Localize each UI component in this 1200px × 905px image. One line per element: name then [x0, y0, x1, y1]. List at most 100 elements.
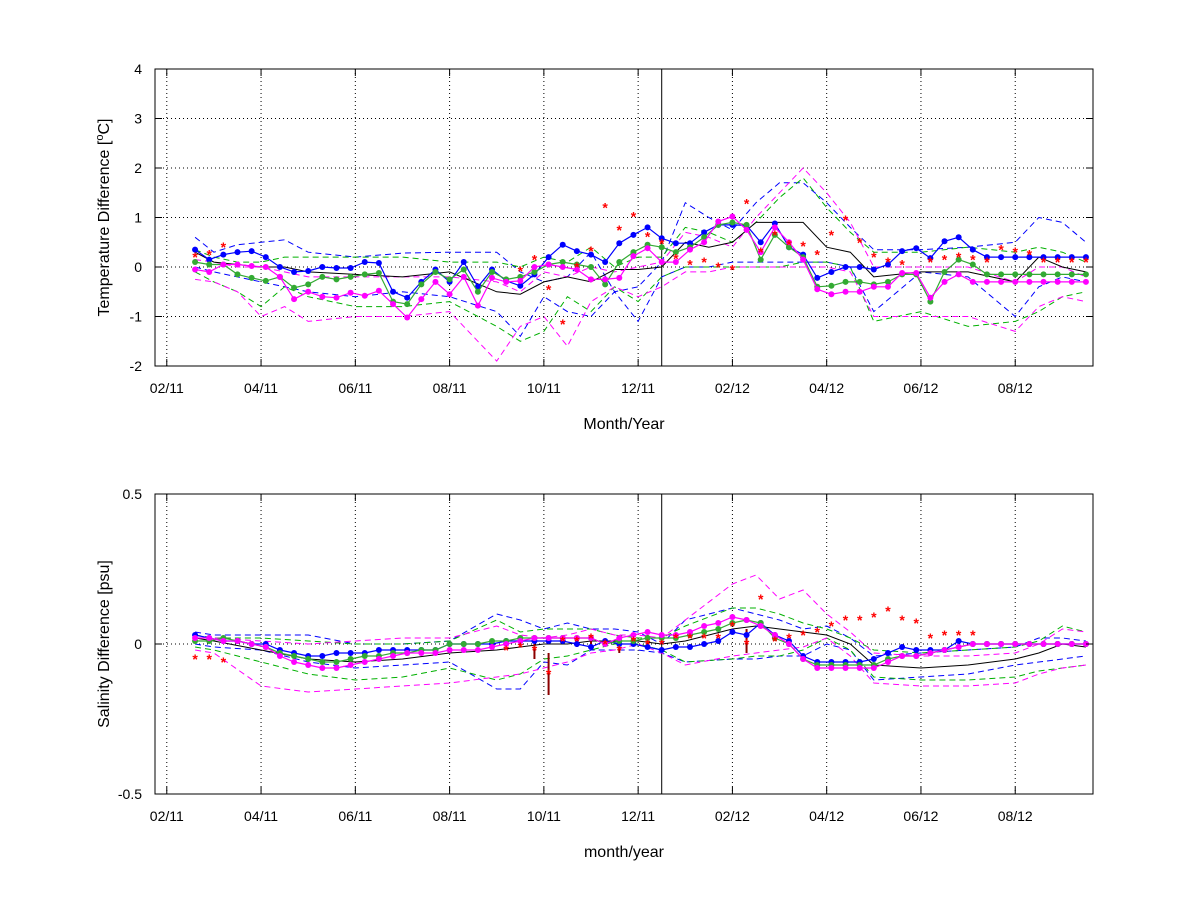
data-point: [460, 273, 467, 280]
data-point: [361, 292, 368, 299]
data-point: [1012, 271, 1019, 278]
data-point: [404, 314, 411, 321]
data-point-star: *: [970, 627, 976, 643]
x-tick-label: 02/12: [715, 808, 750, 824]
data-point-star: *: [617, 222, 623, 238]
data-point: [913, 245, 920, 252]
data-point: [729, 620, 736, 626]
data-point: [446, 647, 453, 653]
data-point: [192, 266, 199, 273]
data-point: [602, 281, 609, 288]
data-point: [347, 273, 354, 280]
data-point: [333, 650, 340, 656]
data-point: [983, 641, 990, 647]
data-point-star: *: [871, 609, 877, 625]
data-point-star: *: [928, 630, 934, 646]
data-point: [983, 278, 990, 285]
data-point: [319, 264, 326, 270]
data-point-star: *: [914, 615, 920, 631]
data-point-star: *: [687, 257, 693, 273]
data-point-star: *: [815, 247, 821, 263]
data-point: [460, 266, 467, 273]
data-point: [192, 246, 199, 253]
data-point: [884, 650, 891, 656]
envelope-line: [194, 177, 1087, 268]
data-point: [305, 267, 312, 274]
data-point: [602, 641, 609, 647]
data-point: [969, 246, 976, 253]
data-point: [1040, 641, 1047, 647]
data-point-star: *: [532, 252, 538, 268]
data-point: [503, 641, 510, 647]
y-tick-label: -0.5: [118, 786, 142, 802]
data-point: [517, 277, 524, 284]
data-point: [644, 245, 651, 252]
data-point: [206, 261, 213, 268]
plot-area: * * * * * * * * * * * * * * * * * * * * * * * * * * * * * * * * * * * * * * * *…: [192, 167, 1089, 362]
data-point: [743, 226, 750, 233]
data-point: [588, 644, 595, 650]
y-tick-label: 0: [134, 259, 142, 275]
data-point: [347, 289, 354, 296]
data-point: [672, 249, 679, 256]
data-point: [390, 288, 397, 295]
data-point: [941, 238, 948, 245]
data-point-star: *: [503, 642, 509, 658]
data-point-star: *: [998, 242, 1004, 258]
data-point: [870, 656, 877, 662]
data-point: [333, 659, 340, 665]
data-point: [672, 632, 679, 638]
data-point-star: *: [631, 209, 637, 225]
series-line: [194, 222, 1086, 299]
data-point: [757, 256, 764, 263]
data-point-star: *: [574, 259, 580, 275]
data-point: [418, 281, 425, 288]
data-point: [672, 240, 679, 247]
data-point: [262, 644, 269, 650]
data-point: [644, 224, 651, 231]
data-point: [404, 650, 411, 656]
data-point: [842, 278, 849, 285]
series-line: [194, 215, 1086, 319]
data-point: [955, 271, 962, 278]
data-point: [262, 264, 269, 270]
data-point-star: *: [1041, 254, 1047, 270]
data-point: [588, 276, 595, 283]
data-point: [517, 638, 524, 644]
data-point: [291, 653, 298, 659]
data-point: [531, 264, 538, 270]
x-tick-label: 06/11: [338, 808, 372, 824]
y-tick-label: -2: [130, 358, 143, 374]
data-point-star: *: [221, 654, 227, 670]
data-point-star: *: [843, 612, 849, 628]
data-point: [361, 659, 368, 665]
data-point: [375, 656, 382, 662]
data-point: [757, 249, 764, 256]
data-point: [474, 641, 481, 647]
data-point: [757, 239, 764, 246]
data-point: [347, 656, 354, 662]
data-point: [672, 259, 679, 266]
data-point: [460, 647, 467, 653]
data-point-star: *: [716, 259, 722, 275]
data-point: [234, 261, 241, 268]
data-point-star: *: [857, 612, 863, 628]
envelope-line: [195, 266, 1087, 362]
data-point-star: *: [1012, 244, 1018, 260]
x-tick-label: 08/12: [998, 380, 1033, 396]
data-point-star: *: [645, 636, 651, 652]
data-point: [390, 653, 397, 659]
x-tick-label: 08/12: [998, 808, 1033, 824]
y-tick-label: 2: [134, 160, 142, 176]
data-point: [375, 287, 382, 294]
data-point: [899, 644, 906, 650]
data-point: [884, 659, 891, 665]
data-point-star: *: [800, 238, 806, 254]
data-point: [884, 283, 891, 290]
data-point: [743, 221, 750, 228]
data-point: [573, 248, 580, 255]
data-point: [276, 264, 283, 270]
data-point: [1068, 641, 1075, 647]
data-point-star: *: [899, 612, 905, 628]
